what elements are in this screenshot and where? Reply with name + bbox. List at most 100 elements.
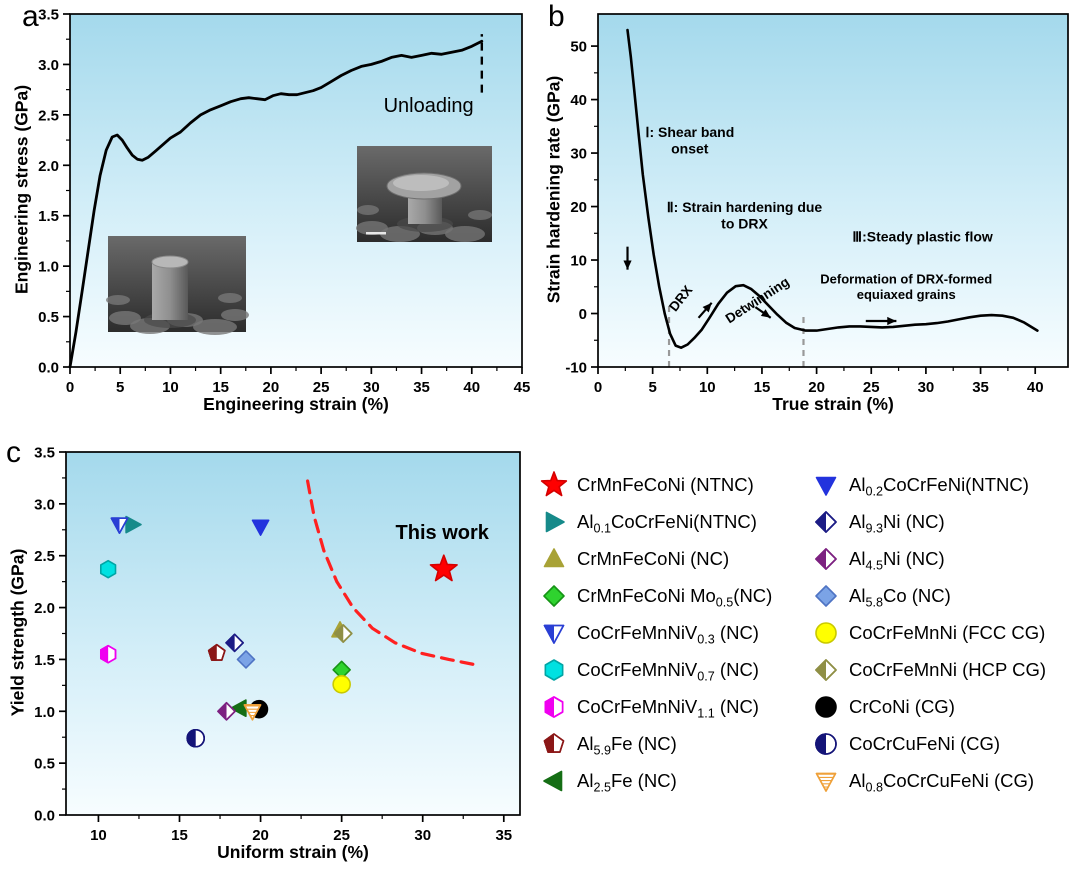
legend-label: Al5.9Fe (NC): [577, 732, 677, 758]
y-tick-label: 1.0: [34, 704, 55, 721]
legend-label: CoCrFeMnNi (HCP CG): [849, 658, 1047, 680]
y-tick-label: 30: [570, 146, 587, 163]
legend-marker-tri-down: [815, 476, 837, 496]
x-tick-label: 20: [252, 827, 269, 844]
x-tick-label: 20: [263, 379, 280, 396]
x-tick-label: 40: [1027, 379, 1044, 396]
marker-tri-right: [545, 511, 565, 532]
x-tick-label: 10: [162, 379, 179, 396]
y-tick-label: 0.0: [38, 360, 59, 377]
marker-star: [429, 554, 458, 582]
marker-circle: [815, 732, 837, 755]
panel-c-xlabel: Uniform strain (%): [217, 842, 369, 862]
legend-item: CoCrFeMnNiV1.1 (NC): [540, 688, 772, 725]
this-work-boundary-curve: [306, 479, 477, 667]
sem-inset-deformed-micropillar: [356, 146, 492, 242]
panel-b-xlabel: True strain (%): [772, 394, 894, 414]
legend-marker-diamond: [543, 584, 565, 607]
y-tick-label: 2.0: [38, 158, 59, 175]
marker-circle: [186, 728, 206, 748]
marker-diamond: [815, 547, 837, 570]
x-tick-label: 15: [754, 379, 771, 396]
plot-frame: [597, 13, 1069, 368]
legend-item: CrMnFeCoNi (NTNC): [540, 466, 772, 503]
legend-item: CrCoNi (CG): [812, 688, 1046, 725]
legend-marker-tri-down: [815, 772, 837, 792]
panel-b-letter: b: [548, 0, 565, 33]
x-tick-label: 45: [514, 379, 531, 396]
legend-label: CrMnFeCoNi Mo0.5(NC): [577, 584, 773, 610]
x-tick-label: 25: [313, 379, 330, 396]
x-tick-label: 30: [414, 827, 431, 844]
legend-label: CoCrFeMnNi (FCC CG): [849, 621, 1046, 643]
x-tick-label: 25: [863, 379, 880, 396]
legend-item: CrMnFeCoNi (NC): [540, 540, 772, 577]
legend-column-1: CrMnFeCoNi (NTNC) Al0.1CoCrFeNi(NTNC) CrMn…: [540, 466, 772, 799]
panel-a-xlabel: Engineering strain (%): [203, 394, 389, 414]
y-tick-label: 0.0: [34, 808, 55, 825]
marker-tri-down: [110, 517, 129, 534]
panel-a-ylabel: Engineering stress (GPa): [11, 84, 32, 295]
x-tick-label: 0: [66, 379, 74, 396]
y-tick-label: 3.0: [34, 496, 55, 513]
engineering-stress-strain-curve: [68, 39, 484, 369]
legend-label: Al2.5Fe (NC): [577, 769, 677, 795]
x-tick-label: 30: [918, 379, 935, 396]
panel-a-letter: a: [22, 0, 39, 33]
x-tick-label: 40: [463, 379, 480, 396]
y-tick-label: 2.0: [34, 600, 55, 617]
panel-a-plot: 0 5 10 15 20 25 30 35 40 45 0.0 0.5 1.0 1.5 2.0 2.5 3.0 3…: [38, 7, 531, 397]
panel-a: 0 5 10 15 20 25 30 35 40 45 0.0 0.5 1.0 1.5 2.0 2.5 3.0 3…: [0, 0, 540, 430]
panel-b-ylabel: Strain hardening rate (GPa): [543, 75, 564, 304]
marker-tri-down: [543, 624, 565, 644]
legend-item: Al4.5Ni (NC): [812, 540, 1046, 577]
marker-diamond: [543, 584, 565, 607]
legend-marker-tri-left: [543, 770, 563, 791]
legend-label: CrMnFeCoNi (NTNC): [577, 473, 754, 495]
marker-hexagon: [99, 559, 117, 579]
legend-marker-circle: [815, 732, 837, 755]
x-tick-label: 35: [972, 379, 989, 396]
marker-tri-down: [815, 772, 837, 792]
annotation: Unloading: [384, 95, 474, 117]
legend-label: Al0.2CoCrFeNi(NTNC): [849, 473, 1029, 499]
marker-tri-down: [251, 519, 270, 536]
panel-b: 0 5 10 15 20 25 30 35 40 -10 0 10 20 30 40 50 Ⅰ: Shear b…: [540, 0, 1080, 430]
legend-marker-star: [540, 470, 568, 496]
x-tick-label: 30: [363, 379, 380, 396]
marker-diamond: [815, 658, 837, 681]
marker-diamond: [217, 701, 236, 721]
legend-marker-diamond: [815, 510, 837, 533]
annotation: Ⅱ: Strain hardening due to DRX: [667, 199, 823, 232]
y-tick-label: -10: [565, 360, 587, 377]
x-tick-label: 0: [594, 379, 602, 396]
y-tick-label: 1.5: [38, 208, 59, 225]
legend-item: Al0.2CoCrFeNi(NTNC): [812, 466, 1046, 503]
y-tick-label: 2.5: [34, 548, 55, 565]
marker-tri-down: [815, 476, 837, 496]
y-tick-label: 0.5: [38, 309, 59, 326]
legend-label: CrMnFeCoNi (NC): [577, 547, 730, 569]
marker-circle: [332, 675, 351, 694]
panel-b-plot: 0 5 10 15 20 25 30 35 40 -10 0 10 20 30 40 50 Ⅰ: Shear b…: [565, 13, 1069, 396]
y-tick-label: 3.5: [38, 7, 59, 24]
marker-tri-up: [543, 547, 565, 567]
legend-marker-diamond: [815, 584, 837, 607]
scale-bar: [366, 232, 386, 235]
y-tick-label: 0.5: [34, 756, 55, 773]
legend-marker-diamond: [815, 658, 837, 681]
legend-item: CoCrFeMnNi (FCC CG): [812, 614, 1046, 651]
y-tick-label: 40: [570, 92, 587, 109]
marker-diamond: [815, 584, 837, 607]
y-tick-label: 50: [570, 39, 587, 56]
marker-diamond: [815, 510, 837, 533]
x-tick-label: 15: [212, 379, 229, 396]
x-tick-label: 35: [413, 379, 430, 396]
legend-item: Al0.1CoCrFeNi(NTNC): [540, 503, 772, 540]
y-tick-label: 20: [570, 199, 587, 216]
plot-background: [66, 452, 520, 815]
legend-item: Al2.5Fe (NC): [540, 762, 772, 799]
marker-diamond: [225, 633, 244, 653]
y-tick-label: 3.0: [38, 57, 59, 74]
